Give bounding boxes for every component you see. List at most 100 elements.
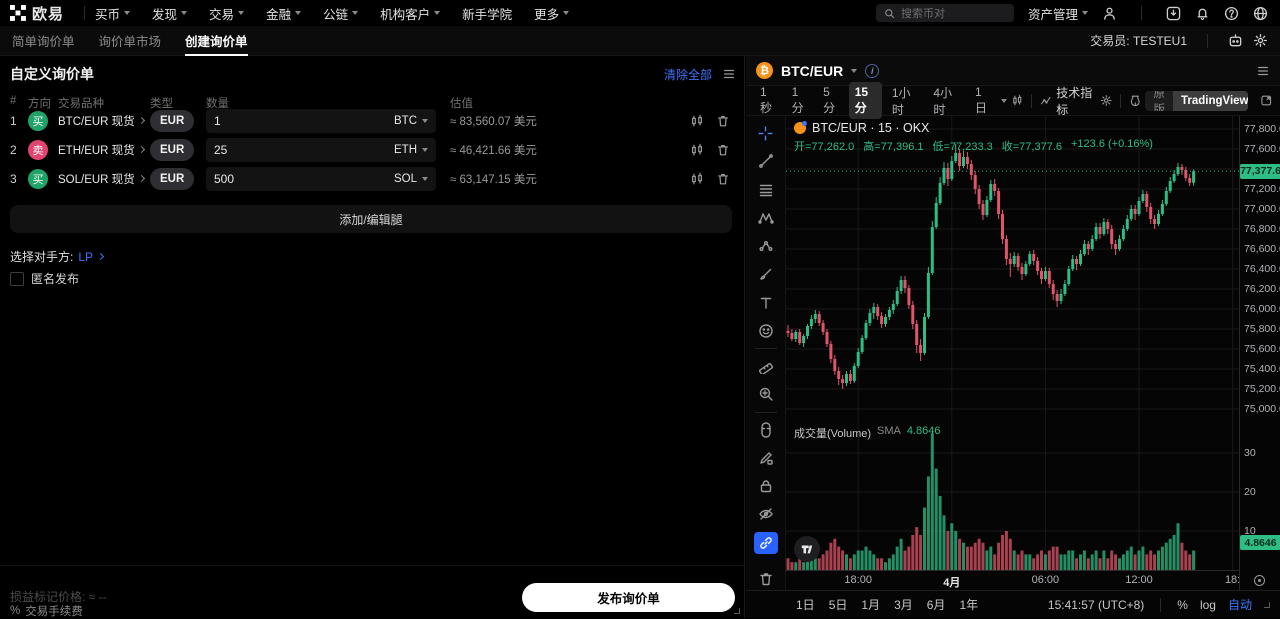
range-1d[interactable]: 1日 <box>796 598 815 612</box>
chart-settings-gear-icon[interactable] <box>1100 93 1113 108</box>
search-input[interactable]: 搜索币对 <box>875 4 1014 22</box>
counterparty-link[interactable]: LP <box>78 249 94 264</box>
tradingview-logo[interactable] <box>794 536 820 562</box>
scroll-to-recent-icon[interactable] <box>1254 575 1265 586</box>
candles-icon[interactable] <box>690 172 704 186</box>
language-globe-icon[interactable] <box>1253 6 1268 21</box>
help-icon[interactable] <box>1224 6 1239 21</box>
range-1y[interactable]: 1年 <box>959 598 979 612</box>
clock[interactable]: 15:41:57 (UTC+8) <box>1047 597 1145 612</box>
panel-menu-icon[interactable] <box>1256 64 1270 78</box>
fullscreen-icon[interactable] <box>1260 93 1273 108</box>
amount-input[interactable] <box>214 171 394 186</box>
time-axis[interactable]: 18:00 4月 06:00 12:00 18: <box>786 570 1239 590</box>
interval-1s[interactable]: 1秒 <box>760 85 773 115</box>
chart-pair-title[interactable]: BTC/EUR <box>781 62 844 79</box>
fib-retracement-tool-icon[interactable] <box>754 179 778 201</box>
text-tool-icon[interactable] <box>754 292 778 314</box>
anonymous-checkbox[interactable] <box>10 271 24 286</box>
trash-icon[interactable] <box>716 143 730 157</box>
range-5d[interactable]: 5日 <box>828 598 848 612</box>
sync-drawings-tool-icon[interactable] <box>753 531 778 554</box>
amount-input[interactable] <box>214 113 394 128</box>
pair-selector[interactable]: SOL/EUR 现货 <box>58 171 150 187</box>
magnet-tool-icon[interactable] <box>754 419 778 441</box>
trash-icon[interactable] <box>716 172 730 186</box>
candles-icon[interactable] <box>690 114 704 128</box>
menu-chain[interactable]: 公链 <box>323 4 359 23</box>
interval-1m[interactable]: 1分 <box>791 85 804 115</box>
assets-menu[interactable]: 资产管理 <box>1028 4 1088 23</box>
log-scale-toggle[interactable]: log <box>1199 597 1216 612</box>
hide-drawings-tool-icon[interactable] <box>754 503 778 525</box>
drawing-mode-tool-icon[interactable] <box>754 447 778 469</box>
drawing-toolbar <box>746 116 786 590</box>
type-pill[interactable]: EUR <box>150 109 195 132</box>
info-icon[interactable]: i <box>865 63 880 78</box>
type-pill[interactable]: EUR <box>150 167 195 190</box>
interval-1h[interactable]: 1小时 <box>891 85 911 117</box>
interval-15m[interactable]: 15分 <box>848 82 882 119</box>
trend-line-tool-icon[interactable] <box>754 150 778 172</box>
xabcd-pattern-tool-icon[interactable] <box>754 207 778 229</box>
okx-logo[interactable]: 欧易 <box>0 3 74 24</box>
type-pill[interactable]: EUR <box>150 138 195 161</box>
time-tick: 12:00 <box>1125 574 1153 586</box>
currency-select[interactable]: ETH <box>394 143 417 156</box>
tab-create-rfq[interactable]: 创建询价单 <box>173 26 260 56</box>
resize-handle[interactable] <box>1264 601 1270 608</box>
menu-more[interactable]: 更多 <box>534 4 570 23</box>
download-app-icon[interactable] <box>1166 6 1181 21</box>
lock-drawings-tool-icon[interactable] <box>754 475 778 497</box>
amount-input[interactable] <box>214 142 394 157</box>
menu-buy-crypto[interactable]: 买币 <box>95 4 131 23</box>
menu-institutional[interactable]: 机构客户 <box>380 4 441 23</box>
add-edit-legs-button[interactable]: 添加/编辑腿 <box>10 205 732 233</box>
price-axis[interactable]: 77,800.0 77,600.0 77,200.0 77,000.0 76,800.0… <box>1239 116 1280 590</box>
chevron-down-icon[interactable] <box>1000 98 1007 103</box>
list-icon[interactable] <box>722 67 736 81</box>
bot-icon[interactable] <box>1228 33 1243 48</box>
interval-4h[interactable]: 4小时 <box>933 85 953 117</box>
crosshair-tool-icon[interactable] <box>754 122 778 144</box>
native-version-segment[interactable]: 原版 <box>1153 90 1165 111</box>
submit-rfq-button[interactable]: 发布询价单 <box>522 583 735 612</box>
percent-scale-toggle[interactable]: % <box>1177 597 1188 612</box>
clear-all-link[interactable]: 清除全部 <box>663 67 712 82</box>
resize-handle[interactable] <box>734 608 740 614</box>
interval-1d[interactable]: 1日 <box>974 85 987 115</box>
menu-discover[interactable]: 发现 <box>152 4 188 23</box>
trash-icon[interactable] <box>716 114 730 128</box>
currency-select[interactable]: SOL <box>393 172 417 185</box>
currency-select[interactable]: BTC <box>394 114 417 127</box>
brush-tool-icon[interactable] <box>754 263 778 285</box>
tab-simple-rfq[interactable]: 简单询价单 <box>12 35 75 49</box>
notifications-icon[interactable] <box>1195 6 1210 21</box>
tab-rfq-market[interactable]: 询价单市场 <box>98 35 162 49</box>
candles-icon[interactable] <box>690 143 704 157</box>
remove-drawings-tool-icon[interactable] <box>754 568 778 590</box>
user-icon[interactable] <box>1102 6 1117 21</box>
chart-plot-area[interactable]: BTC/EUR · 15 · OKX 开=77,262.0 高=77,396.1 低… <box>786 116 1239 590</box>
range-1mo[interactable]: 1月 <box>861 598 881 612</box>
range-6mo[interactable]: 6月 <box>926 598 946 612</box>
indicators-button[interactable]: 技术指标 <box>1040 84 1096 118</box>
zoom-in-tool-icon[interactable] <box>754 383 778 405</box>
pair-selector[interactable]: BTC/EUR 现货 <box>58 113 150 129</box>
chart-style-icon[interactable] <box>1011 93 1024 108</box>
amount-field: ETH <box>206 137 436 162</box>
chevron-down-icon <box>295 11 302 15</box>
menu-trade[interactable]: 交易 <box>209 4 245 23</box>
emoji-tool-icon[interactable] <box>754 320 778 342</box>
prediction-tool-icon[interactable] <box>754 235 778 257</box>
interval-5m[interactable]: 5分 <box>823 85 836 115</box>
menu-academy[interactable]: 新手学院 <box>462 7 513 22</box>
menu-finance[interactable]: 金融 <box>266 4 302 23</box>
auto-scale-toggle[interactable]: 自动 <box>1227 598 1252 612</box>
ruler-tool-icon[interactable] <box>754 355 778 377</box>
pair-selector[interactable]: ETH/EUR 现货 <box>58 142 150 158</box>
range-3mo[interactable]: 3月 <box>894 598 913 612</box>
settings-gear-icon[interactable] <box>1253 33 1268 48</box>
tradingview-segment[interactable]: TradingView <box>1172 90 1248 111</box>
templates-icon[interactable] <box>1129 93 1142 108</box>
